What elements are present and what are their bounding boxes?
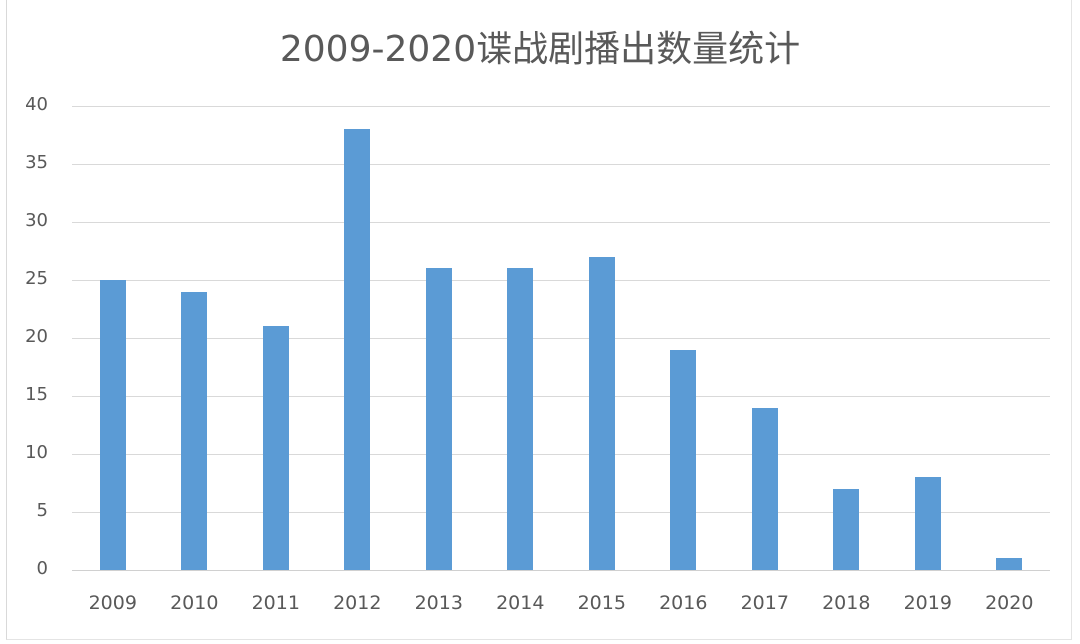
bar-2019	[914, 477, 941, 570]
y-tick-label: 35	[25, 152, 48, 173]
y-tick-label: 0	[36, 558, 48, 579]
gridline	[72, 454, 1050, 455]
bar-2009	[99, 280, 126, 570]
x-tick-label: 2014	[496, 592, 545, 614]
bar-2016	[670, 349, 697, 570]
plot-area	[72, 106, 1050, 571]
y-tick-label: 40	[25, 94, 48, 115]
x-tick-label: 2017	[740, 592, 789, 614]
y-tick-label: 30	[25, 210, 48, 231]
chart-frame	[6, 0, 1072, 640]
bar-2013	[425, 268, 452, 570]
bar-2015	[588, 256, 615, 570]
gridline	[72, 396, 1050, 397]
x-tick-label: 2013	[414, 592, 463, 614]
y-tick-label: 5	[36, 500, 48, 521]
y-tick-label: 25	[25, 268, 48, 289]
bar-2018	[833, 488, 860, 570]
gridline	[72, 164, 1050, 165]
y-tick-label: 10	[25, 442, 48, 463]
x-tick-label: 2018	[822, 592, 871, 614]
bar-2014	[507, 268, 534, 570]
bar-2017	[751, 407, 778, 570]
gridline	[72, 338, 1050, 339]
gridline	[72, 512, 1050, 513]
bar-2012	[344, 129, 371, 570]
gridline	[72, 222, 1050, 223]
bar-2011	[262, 326, 289, 570]
gridline	[72, 280, 1050, 281]
bar-2010	[181, 291, 208, 570]
x-tick-label: 2012	[333, 592, 382, 614]
x-tick-label: 2015	[577, 592, 626, 614]
x-tick-label: 2016	[659, 592, 708, 614]
x-tick-label: 2010	[170, 592, 219, 614]
x-tick-label: 2020	[985, 592, 1034, 614]
y-tick-label: 20	[25, 326, 48, 347]
y-tick-label: 15	[25, 384, 48, 405]
gridline	[72, 570, 1050, 571]
x-tick-label: 2019	[903, 592, 952, 614]
x-tick-label: 2009	[88, 592, 137, 614]
gridline	[72, 106, 1050, 107]
chart-title: 2009-2020谍战剧播出数量统计	[279, 29, 801, 70]
x-tick-label: 2011	[251, 592, 300, 614]
bar-2020	[996, 558, 1023, 570]
